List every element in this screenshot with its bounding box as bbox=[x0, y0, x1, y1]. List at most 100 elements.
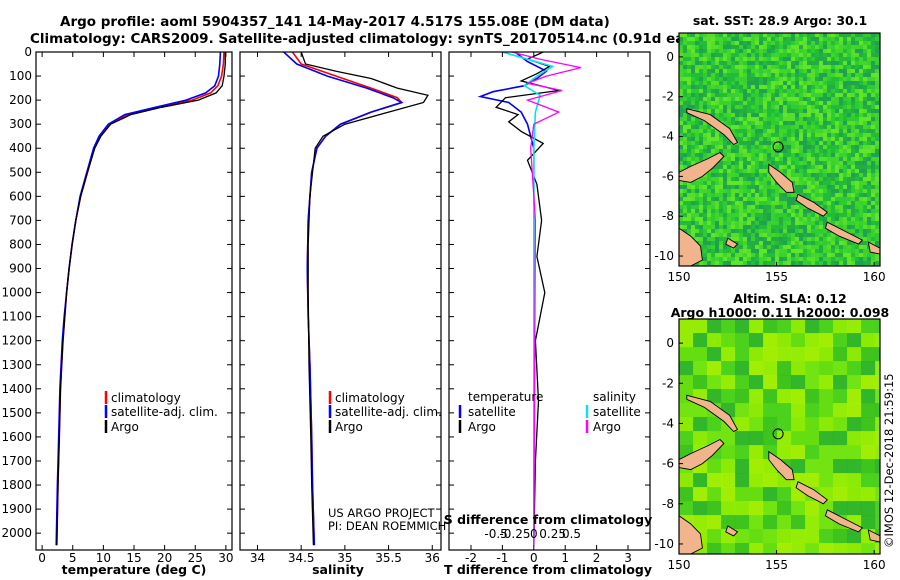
sst_map-cell bbox=[847, 137, 852, 142]
sst_map-cell bbox=[839, 249, 844, 254]
sst_map-cell bbox=[687, 121, 692, 126]
sst_map-cell bbox=[747, 125, 752, 130]
sst_map-cell bbox=[795, 181, 800, 186]
salinity-frame bbox=[239, 51, 442, 551]
sst_map-cell bbox=[867, 201, 872, 206]
sst_map-cell bbox=[727, 153, 732, 158]
sst_map-cell bbox=[791, 57, 796, 62]
sst_map-cell bbox=[767, 45, 772, 50]
sst_map-cell bbox=[787, 45, 792, 50]
sst_map-cell bbox=[855, 109, 860, 114]
sst_map-cell bbox=[743, 225, 748, 230]
sst_map-cell bbox=[679, 37, 684, 42]
sst_map-cell bbox=[823, 213, 828, 218]
sst_map-cell bbox=[751, 237, 756, 242]
sla_map-cell bbox=[875, 543, 880, 554]
sst_map-cell bbox=[791, 237, 796, 242]
sst_map-cell bbox=[751, 213, 756, 218]
sst_map-cell bbox=[859, 209, 864, 214]
sst_map-cell bbox=[823, 125, 828, 130]
sst_map-cell bbox=[731, 145, 736, 150]
sst_map-cell bbox=[807, 53, 812, 58]
sst_map-cell bbox=[771, 177, 776, 182]
sst_map-cell bbox=[735, 77, 740, 82]
sst_map-cell bbox=[715, 193, 720, 198]
sst_map-cell bbox=[859, 253, 864, 258]
sst_map-cell bbox=[787, 193, 792, 198]
sst_map-cell bbox=[791, 201, 796, 206]
sst_map-cell bbox=[719, 133, 724, 138]
sla_map-cell bbox=[693, 487, 708, 502]
sst_map-cell bbox=[827, 217, 832, 222]
sst_map-cell bbox=[779, 249, 784, 254]
sst_map-cell bbox=[787, 253, 792, 258]
sst_map-cell bbox=[863, 261, 868, 266]
sst_map-cell bbox=[687, 45, 692, 50]
sst_map-cell bbox=[715, 93, 720, 98]
sst_map-cell bbox=[759, 257, 764, 262]
sst_map-cell bbox=[695, 81, 700, 86]
sst_map-cell bbox=[871, 85, 876, 90]
sst_map-cell bbox=[807, 77, 812, 82]
sst_map-cell bbox=[795, 209, 800, 214]
sla_map-cell bbox=[791, 529, 806, 544]
sst_map-cell bbox=[779, 145, 784, 150]
sst_map-cell bbox=[827, 189, 832, 194]
sst_map-cell bbox=[783, 101, 788, 106]
credit-line2: PI: DEAN ROEMMICH bbox=[328, 519, 446, 533]
sst_map-cell bbox=[743, 173, 748, 178]
sst_map-cell bbox=[803, 209, 808, 214]
sst_map-cell bbox=[783, 225, 788, 230]
sst_map-cell bbox=[679, 209, 684, 214]
sst_map-cell bbox=[855, 73, 860, 78]
sst_map-cell bbox=[791, 209, 796, 214]
sla_map-cell bbox=[735, 431, 750, 446]
sst_map-cell bbox=[823, 161, 828, 166]
sst_map-xtick-label: 150 bbox=[668, 270, 691, 284]
sst_map-cell bbox=[831, 205, 836, 210]
sst_map-cell bbox=[847, 93, 852, 98]
sst_map-cell bbox=[867, 109, 872, 114]
sst_map-cell bbox=[847, 193, 852, 198]
sst_map-cell bbox=[815, 177, 820, 182]
sst_map-cell bbox=[851, 129, 856, 134]
sst_map-cell bbox=[795, 105, 800, 110]
sst_map-cell bbox=[811, 253, 816, 258]
sla_map-cell bbox=[707, 319, 722, 334]
sst_map-cell bbox=[799, 117, 804, 122]
sst_map-cell bbox=[763, 157, 768, 162]
sst_map-cell bbox=[867, 181, 872, 186]
sst_map-cell bbox=[731, 121, 736, 126]
sst_map-cell bbox=[839, 45, 844, 50]
sst_map-cell bbox=[711, 173, 716, 178]
sla_map-ytick-label: -8 bbox=[662, 497, 674, 511]
sst_map-cell bbox=[775, 233, 780, 238]
sst_map-cell bbox=[763, 177, 768, 182]
sst_map-cell bbox=[827, 213, 832, 218]
sla_map-cell bbox=[735, 403, 750, 418]
sst_map-cell bbox=[755, 89, 760, 94]
sst_map-cell bbox=[767, 245, 772, 250]
salinity-series bbox=[283, 52, 429, 546]
sst_map-cell bbox=[767, 81, 772, 86]
sst_map-cell bbox=[875, 137, 880, 142]
sst_map-cell bbox=[875, 81, 880, 86]
sst_map-cell bbox=[683, 37, 688, 42]
sst_map-cell bbox=[811, 33, 816, 38]
sst_map-cell bbox=[867, 117, 872, 122]
sst_map-cell bbox=[719, 257, 724, 262]
sst_map-cell bbox=[711, 57, 716, 62]
sst_map-cell bbox=[719, 93, 724, 98]
sst_map-cell bbox=[871, 261, 876, 266]
sst_map-cell bbox=[779, 241, 784, 246]
sst_map-cell bbox=[843, 105, 848, 110]
sla_map-cell bbox=[847, 319, 862, 334]
sst_map-cell bbox=[751, 233, 756, 238]
sst_map-cell bbox=[855, 77, 860, 82]
sst_map-cell bbox=[727, 89, 732, 94]
sst_map-cell bbox=[779, 45, 784, 50]
sst_map-cell bbox=[683, 77, 688, 82]
sst_map-cell bbox=[815, 181, 820, 186]
sst_map-cell bbox=[727, 169, 732, 174]
sst_map-cell bbox=[811, 225, 816, 230]
